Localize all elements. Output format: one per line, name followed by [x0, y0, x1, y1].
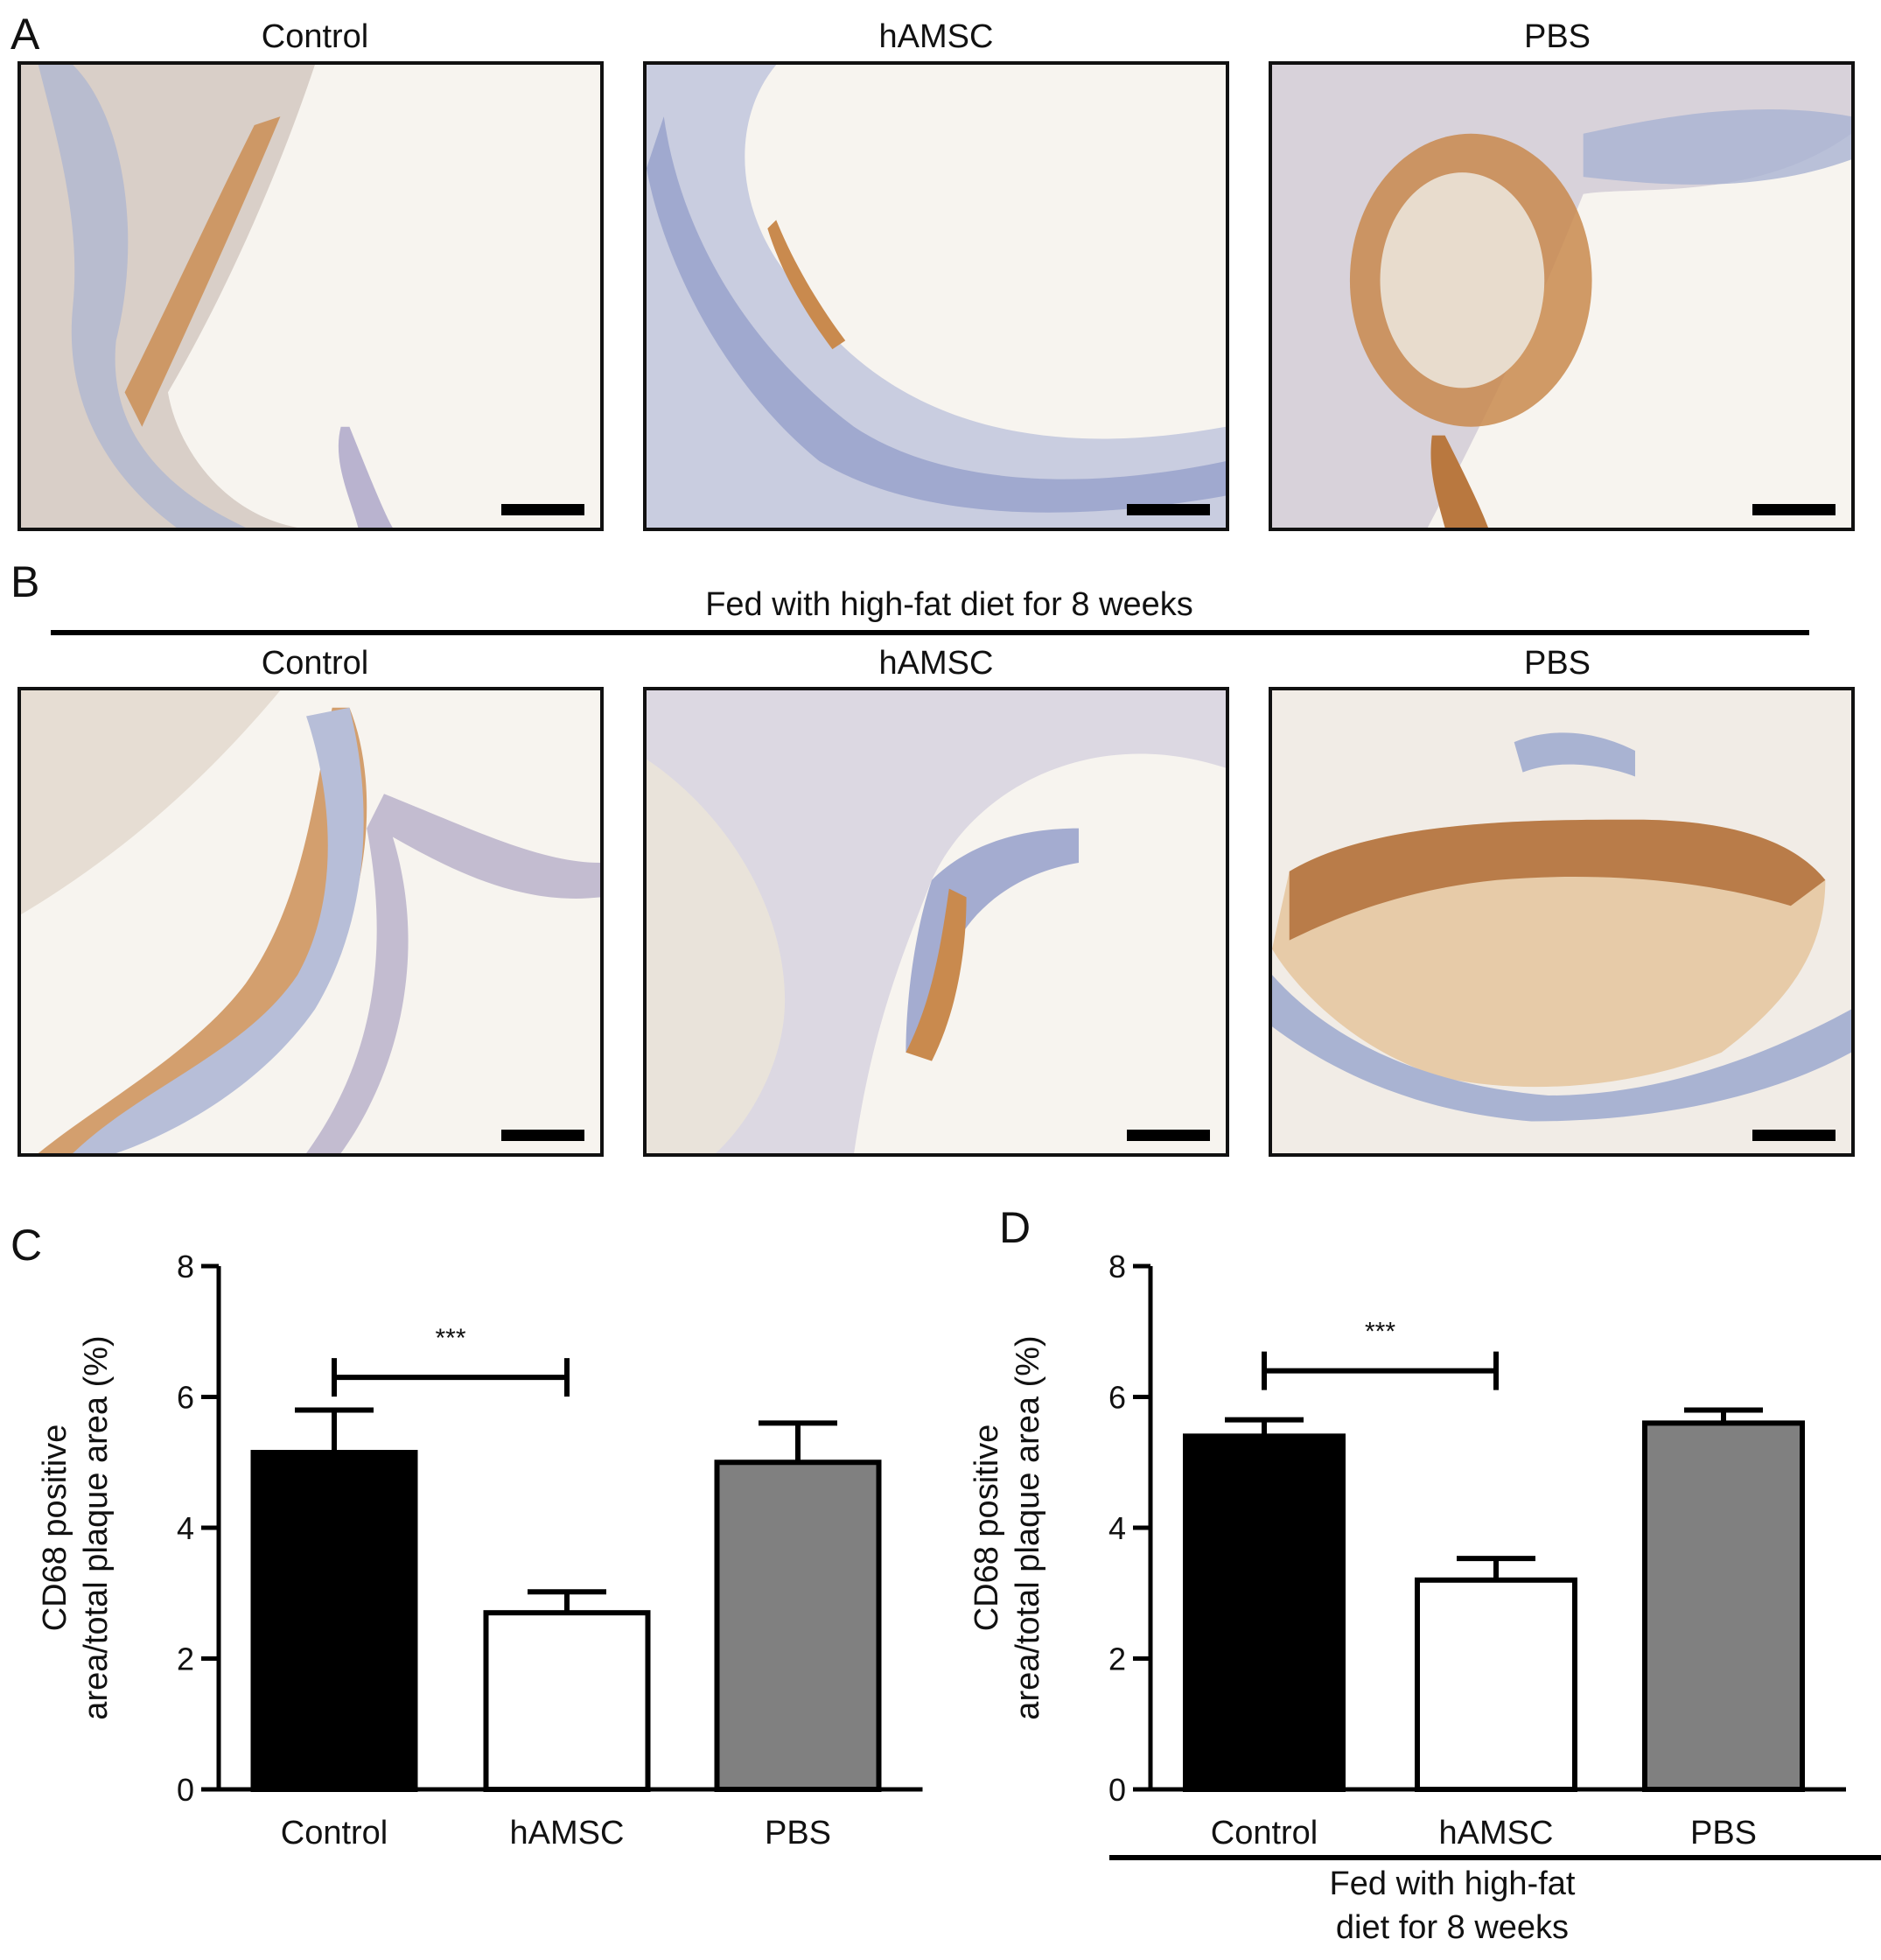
micrograph-b-pbs [1269, 687, 1855, 1157]
bar-hamsc [483, 1610, 651, 1793]
micrograph-a-control [17, 61, 604, 531]
y-axis-label-line1: CD68 positive [968, 1424, 1005, 1632]
micrograph-a-hamsc [643, 61, 1229, 531]
y-tick-label: 8 [1108, 1249, 1126, 1284]
y-tick-label: 4 [1108, 1510, 1126, 1546]
category-label: Control [281, 1815, 388, 1852]
panel-b-title-hamsc: hAMSC [878, 645, 994, 682]
scale-bar [1127, 504, 1210, 515]
bar-hamsc [1415, 1577, 1577, 1793]
y-tick-label: 6 [1108, 1380, 1126, 1416]
scale-bar [1127, 1130, 1210, 1141]
panel-b-group-label: Fed with high-fat diet for 8 weeks [705, 586, 1193, 623]
panel-d-letter: D [999, 1203, 1031, 1252]
category-label: hAMSC [1439, 1815, 1554, 1852]
micrograph-b-control [17, 687, 604, 1157]
panel-a-letter: A [10, 10, 40, 59]
y-tick-label: 0 [1108, 1772, 1126, 1808]
y-axis-label-line2: area/total plaque area (%) [78, 1335, 115, 1719]
scale-bar [1752, 504, 1836, 515]
y-axis-label-line1: CD68 positive [37, 1424, 73, 1632]
significance-label: *** [435, 1324, 465, 1353]
panel-a-title-control: Control [261, 18, 369, 55]
scale-bar [501, 1130, 584, 1141]
micrograph-b-hamsc [643, 687, 1229, 1157]
y-tick-label: 2 [1108, 1642, 1126, 1677]
bar-control [1183, 1433, 1346, 1792]
panel-d-group-rule [1109, 1855, 1881, 1860]
micrograph-a-pbs [1269, 61, 1855, 531]
panel-b-title-pbs: PBS [1523, 645, 1591, 682]
panel-d-group-label-line1: Fed with high-fat [1329, 1866, 1576, 1902]
category-label: Control [1211, 1815, 1318, 1852]
category-label: PBS [765, 1815, 831, 1852]
bar-control [250, 1450, 418, 1792]
panel-b-letter: B [10, 557, 40, 606]
y-tick-label: 4 [177, 1510, 194, 1546]
y-tick-label: 2 [177, 1642, 194, 1677]
panel-d-group-label-line2: diet for 8 weeks [1335, 1909, 1570, 1946]
panel-a-title-pbs: PBS [1523, 18, 1591, 55]
y-tick-label: 8 [177, 1249, 194, 1284]
y-axis-label-line2: area/total plaque area (%) [1010, 1335, 1046, 1719]
bar-pbs [1642, 1420, 1805, 1793]
category-label: hAMSC [510, 1815, 625, 1852]
bar-pbs [714, 1460, 882, 1792]
panel-c-letter: C [10, 1221, 43, 1270]
scale-bar [501, 504, 584, 515]
scale-bar [1752, 1130, 1836, 1141]
panel-b-group-rule [51, 630, 1809, 635]
y-tick-label: 0 [177, 1772, 194, 1808]
panel-a-title-hamsc: hAMSC [878, 18, 994, 55]
significance-label: *** [1365, 1318, 1395, 1347]
y-tick-label: 6 [177, 1380, 194, 1416]
panel-b-title-control: Control [261, 645, 369, 682]
category-label: PBS [1690, 1815, 1757, 1852]
